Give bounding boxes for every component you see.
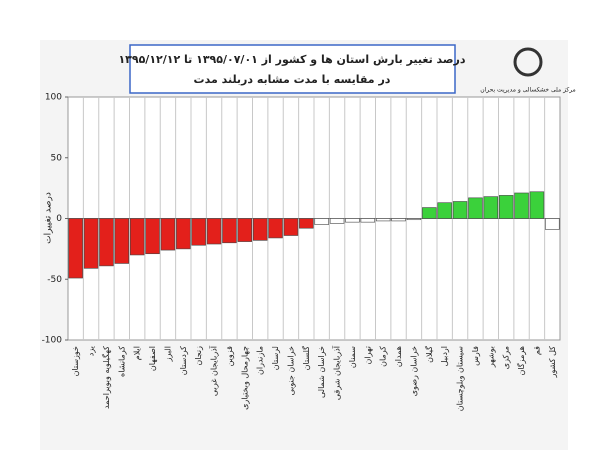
x-tick-label: کرمان — [379, 346, 388, 367]
y-axis-label: درصد تغییرات — [44, 192, 54, 244]
bar — [176, 218, 191, 250]
x-tick-label: البرز — [163, 346, 172, 362]
x-tick-label: فارس — [471, 346, 480, 366]
bar — [468, 197, 483, 219]
y-tick-label: 100 — [45, 93, 62, 103]
x-tick-label: ایلام — [133, 346, 142, 360]
bar — [329, 218, 345, 224]
bar — [375, 218, 391, 222]
x-tick-label: آذربایجان غربی — [209, 345, 219, 396]
bar — [529, 191, 545, 219]
x-tick-label: قم — [532, 346, 541, 355]
x-tick-label: یزد — [87, 346, 96, 356]
y-tick-label: -100 — [42, 336, 63, 346]
chart-subtitle: در مقایسه با مدت مشابه دربلند مدت — [194, 73, 391, 86]
x-tick-label: کردستان — [179, 346, 188, 375]
bar — [160, 218, 176, 251]
x-tick-label: خراسان شمالی — [317, 346, 326, 398]
x-tick-label: آذربایجان شرقی — [332, 345, 342, 400]
bar — [206, 218, 222, 245]
bar — [545, 218, 560, 230]
source: مرکز ملی خشکسالی و مدیریت بحران — [480, 87, 576, 94]
bar — [99, 218, 114, 267]
x-tick-label: گیلان — [424, 346, 434, 363]
x-tick-label: اردبیل — [440, 346, 449, 366]
x-tick-label: مازندران — [256, 346, 265, 375]
x-tick-label: هرمزگان — [516, 346, 526, 375]
bar — [299, 218, 314, 229]
bar — [83, 218, 99, 269]
bar — [314, 218, 329, 225]
bar — [514, 192, 529, 219]
bar — [222, 218, 237, 244]
x-tick-label: خراسان جنوبی — [286, 346, 295, 396]
bar — [360, 218, 376, 223]
bar — [437, 202, 452, 219]
y-tick-label: 0 — [56, 214, 62, 224]
bar — [345, 218, 360, 223]
x-tick-label: چهارمحال وبختیاری — [240, 346, 249, 410]
bar — [68, 218, 83, 279]
x-tick-label: خراسان رضوی — [409, 346, 418, 396]
x-tick-label: زنجان — [194, 346, 203, 366]
x-tick-label: لرستان — [271, 346, 280, 370]
bar — [191, 218, 206, 246]
bar — [498, 195, 514, 219]
bar — [452, 201, 468, 219]
bar — [114, 218, 130, 264]
bar — [483, 196, 499, 219]
logo — [513, 47, 543, 77]
chart-title: درصد تغییر بارش استان ها و کشور از ۱۳۹۵/… — [118, 53, 465, 66]
bar — [406, 218, 422, 221]
bar — [422, 207, 437, 219]
y-tick-label: -50 — [47, 275, 62, 285]
x-tick-label: همدان — [394, 346, 403, 367]
bar — [268, 218, 283, 239]
x-tick-label: خوزستان — [71, 346, 80, 376]
x-tick-label: بوشهر — [486, 346, 495, 368]
x-tick-label: کهگیلویه وبویراحمد — [101, 346, 111, 409]
x-tick-label: اصفهان — [148, 346, 157, 371]
bar — [391, 218, 406, 222]
bar — [283, 218, 299, 236]
x-tick-label: کل کشور — [548, 346, 557, 379]
bar — [129, 218, 145, 256]
x-tick-label: قزوین — [225, 346, 234, 367]
bar — [252, 218, 268, 241]
x-tick-label: سمنان — [348, 346, 357, 368]
x-tick-label: مرکزی — [502, 346, 511, 369]
x-tick-label: تهران — [363, 346, 372, 364]
x-tick-label: کرمانشاه — [117, 346, 126, 377]
x-tick-label: گلستان — [301, 346, 311, 371]
title-box — [129, 44, 456, 94]
bar — [237, 218, 253, 242]
bar — [145, 218, 160, 255]
x-tick-label: سیستان وبلوچستان — [456, 346, 465, 412]
y-tick-label: 50 — [51, 153, 63, 163]
